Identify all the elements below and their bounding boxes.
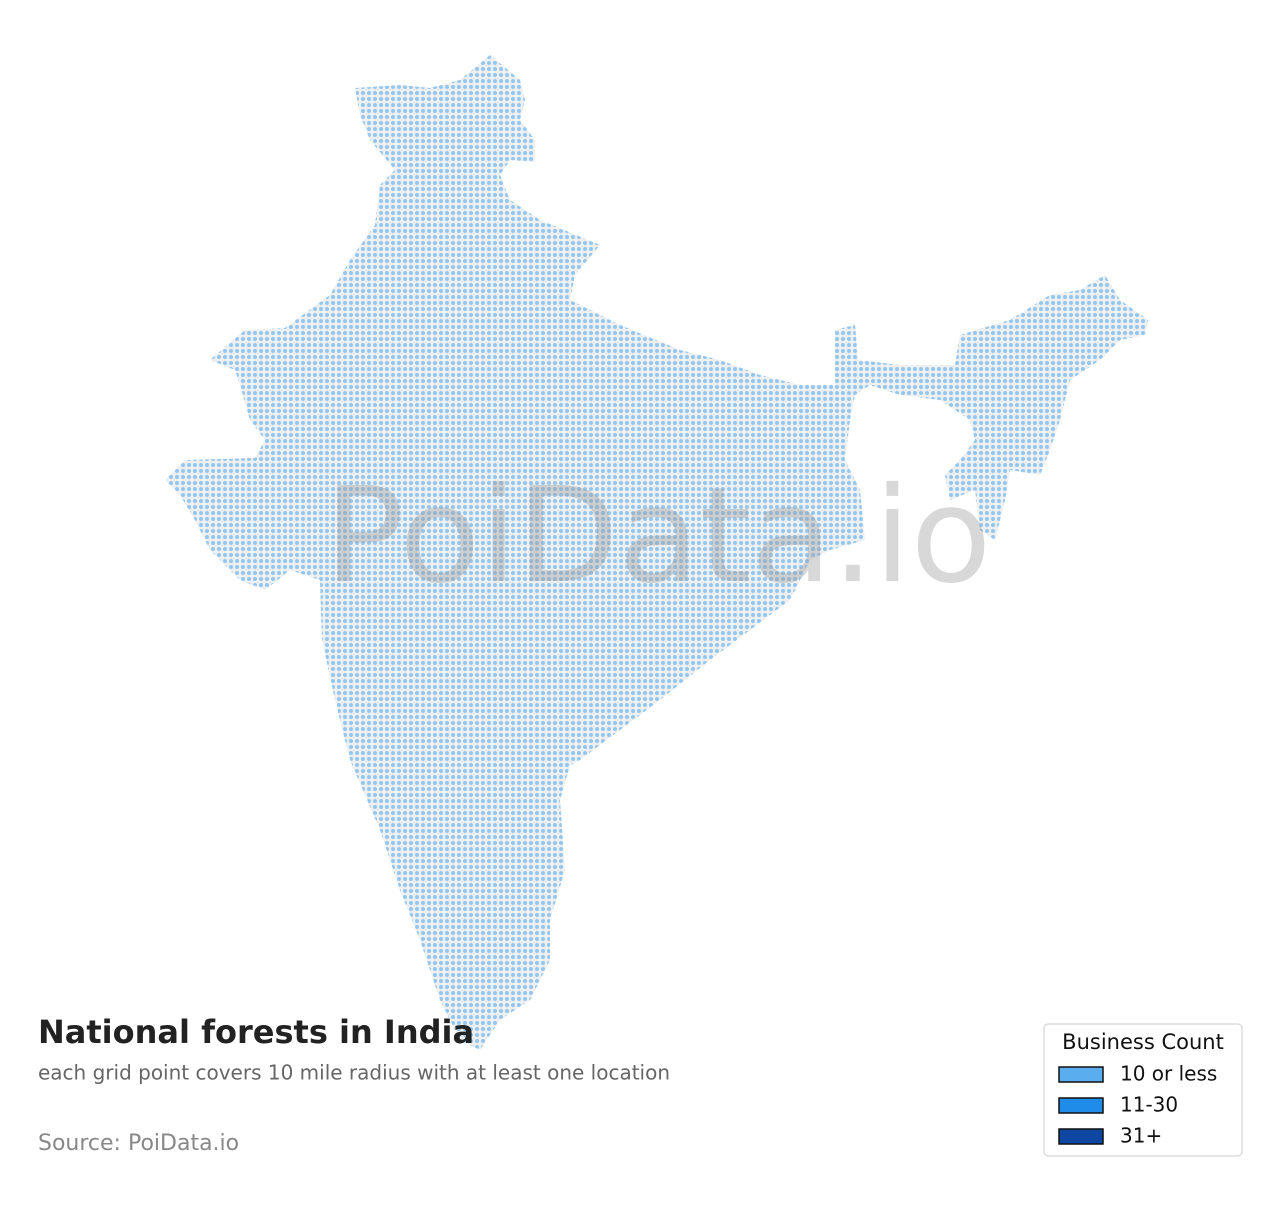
map-subtitle: each grid point covers 10 mile radius wi… [38, 1061, 670, 1085]
map-title: National forests in India [38, 1013, 474, 1051]
legend-box [1043, 1023, 1243, 1157]
legend-title: Business Count [1062, 1030, 1224, 1054]
legend-swatch [1058, 1128, 1104, 1145]
legend-swatch [1058, 1066, 1104, 1083]
legend: Business Count 10 or less 11-30 31+ [1043, 1023, 1243, 1157]
source-note: Source: PoiData.io [38, 1131, 239, 1156]
legend-label: 11-30 [1120, 1093, 1178, 1117]
legend-label: 10 or less [1120, 1062, 1217, 1086]
legend-label: 31+ [1120, 1124, 1162, 1148]
legend-swatch [1058, 1097, 1104, 1114]
watermark: PoiData.io [325, 459, 992, 613]
